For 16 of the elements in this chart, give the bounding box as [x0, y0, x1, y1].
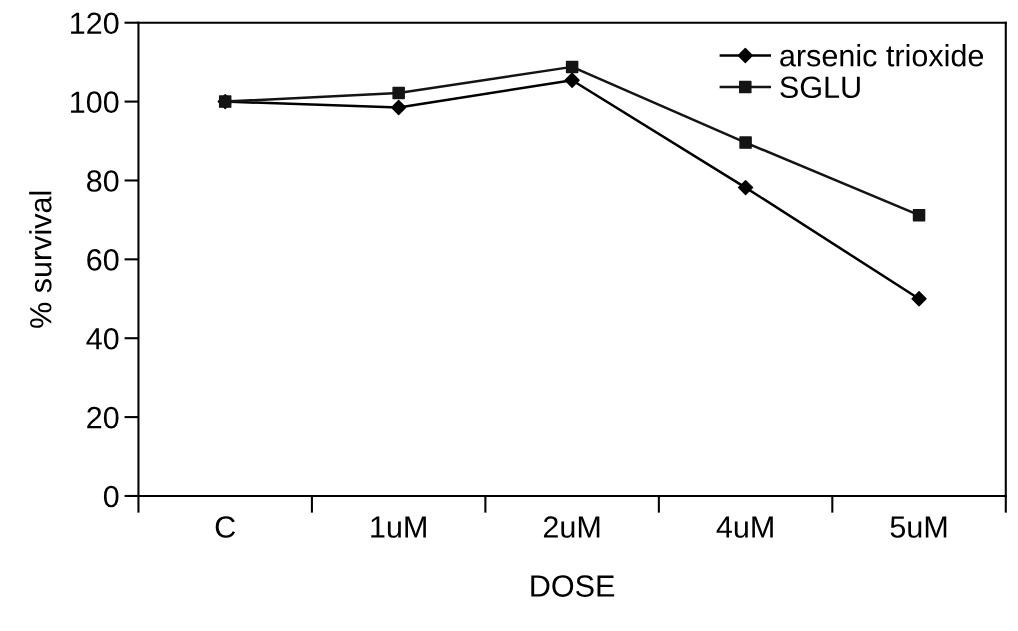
- y-axis-title: % survival: [29, 191, 52, 328]
- legend-label: SGLU: [780, 76, 860, 99]
- x-tick-label: C: [215, 516, 236, 538]
- y-tick-label: 40: [86, 327, 119, 350]
- x-axis-title: DOSE: [531, 575, 615, 597]
- y-tick-label: 100: [71, 91, 119, 113]
- x-tick-label: 4uM: [716, 516, 773, 538]
- x-tick-label: 1uM: [371, 516, 426, 538]
- x-tick-label: 2uM: [543, 516, 600, 538]
- y-tick-label: 80: [87, 170, 119, 192]
- legend-label: arsenic trioxide: [780, 44, 984, 67]
- y-tick-label: 0: [103, 485, 119, 508]
- y-tick-label: 60: [87, 249, 119, 271]
- y-tick-label: 20: [87, 406, 119, 429]
- x-tick-label: 5uM: [890, 516, 947, 538]
- y-tick-label: 120: [71, 12, 119, 35]
